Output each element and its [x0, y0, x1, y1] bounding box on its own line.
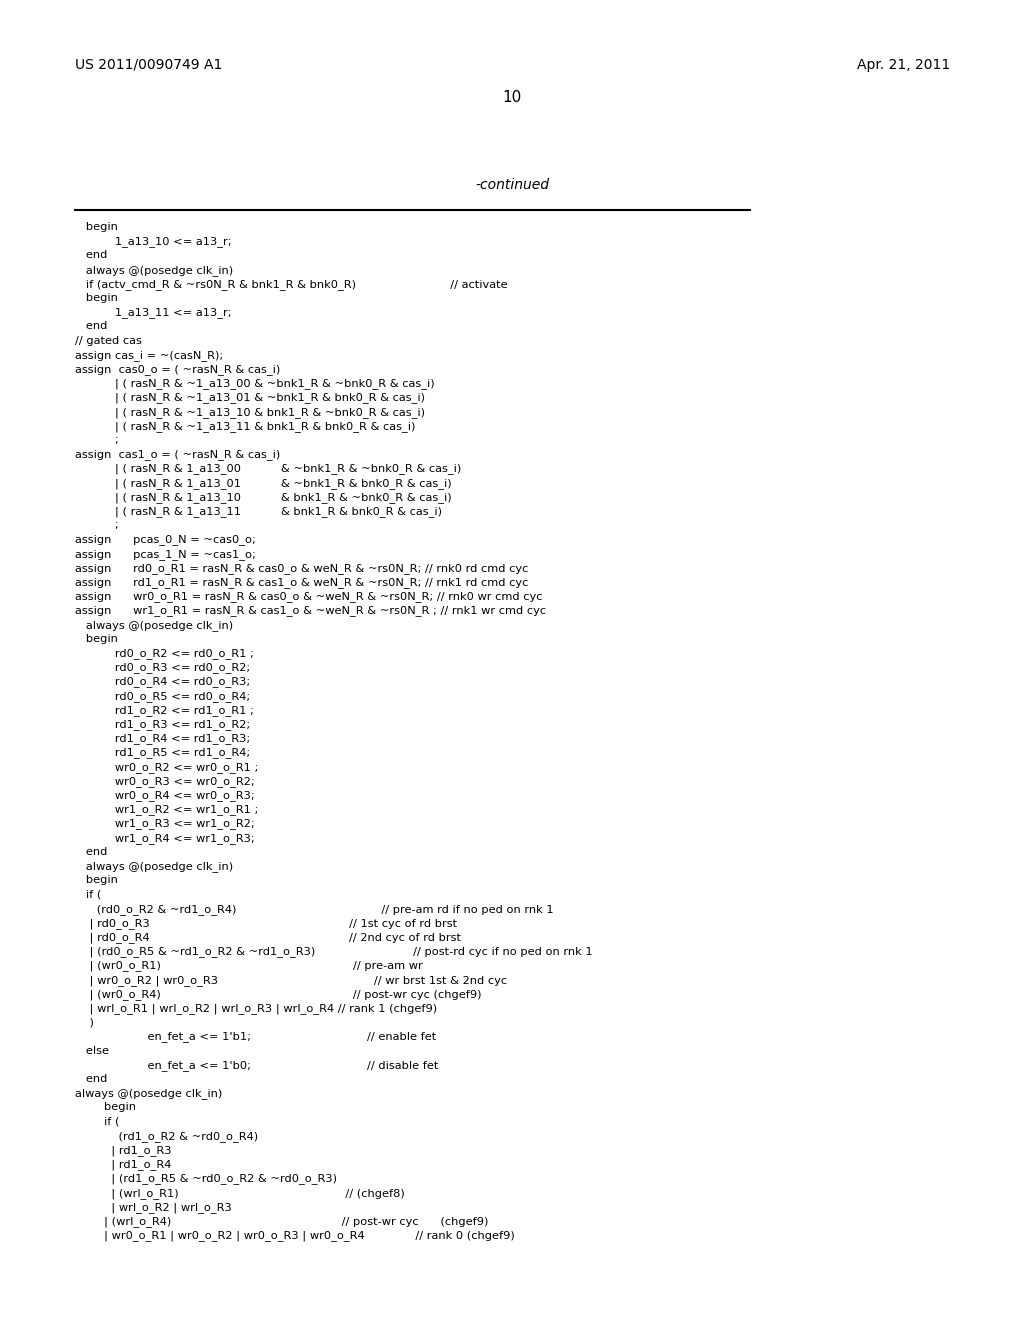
Text: wr1_o_R2 <= wr1_o_R1 ;: wr1_o_R2 <= wr1_o_R1 ; [75, 804, 258, 816]
Text: wr0_o_R3 <= wr0_o_R2;: wr0_o_R3 <= wr0_o_R2; [75, 776, 255, 787]
Text: | wrl_o_R1 | wrl_o_R2 | wrl_o_R3 | wrl_o_R4 // rank 1 (chgef9): | wrl_o_R1 | wrl_o_R2 | wrl_o_R3 | wrl_o… [75, 1003, 437, 1014]
Text: 10: 10 [503, 90, 521, 106]
Text: | ( rasN_R & 1_a13_10           & bnk1_R & ~bnk0_R & cas_i): | ( rasN_R & 1_a13_10 & bnk1_R & ~bnk0_R… [75, 492, 452, 503]
Text: US 2011/0090749 A1: US 2011/0090749 A1 [75, 58, 222, 73]
Text: | ( rasN_R & 1_a13_01           & ~bnk1_R & bnk0_R & cas_i): | ( rasN_R & 1_a13_01 & ~bnk1_R & bnk0_R… [75, 478, 452, 488]
Text: | ( rasN_R & ~1_a13_11 & bnk1_R & bnk0_R & cas_i): | ( rasN_R & ~1_a13_11 & bnk1_R & bnk0_R… [75, 421, 416, 432]
Text: | rd0_o_R4                                                       // 2nd cyc of r: | rd0_o_R4 // 2nd cyc of r [75, 932, 461, 942]
Text: assign  cas0_o = ( ~rasN_R & cas_i): assign cas0_o = ( ~rasN_R & cas_i) [75, 364, 281, 375]
Text: en_fet_a <= 1'b0;                                // disable fet: en_fet_a <= 1'b0; // disable fet [75, 1060, 438, 1071]
Text: assign      rd0_o_R1 = rasN_R & cas0_o & weN_R & ~rs0N_R; // rnk0 rd cmd cyc: assign rd0_o_R1 = rasN_R & cas0_o & weN_… [75, 562, 528, 574]
Text: if (: if ( [75, 1117, 120, 1126]
Text: assign  cas1_o = ( ~rasN_R & cas_i): assign cas1_o = ( ~rasN_R & cas_i) [75, 449, 281, 461]
Text: begin: begin [75, 634, 118, 644]
Text: // gated cas: // gated cas [75, 335, 142, 346]
Text: assign      pcas_1_N = ~cas1_o;: assign pcas_1_N = ~cas1_o; [75, 549, 256, 560]
Text: | ( rasN_R & ~1_a13_00 & ~bnk1_R & ~bnk0_R & cas_i): | ( rasN_R & ~1_a13_00 & ~bnk1_R & ~bnk0… [75, 379, 434, 389]
Text: | ( rasN_R & 1_a13_00           & ~bnk1_R & ~bnk0_R & cas_i): | ( rasN_R & 1_a13_00 & ~bnk1_R & ~bnk0_… [75, 463, 461, 474]
Text: (rd0_o_R2 & ~rd1_o_R4)                                        // pre-am rd if no: (rd0_o_R2 & ~rd1_o_R4) // pre-am rd if n… [75, 904, 554, 915]
Text: | (rd0_o_R5 & ~rd1_o_R2 & ~rd1_o_R3)                           // post-rd cyc if: | (rd0_o_R5 & ~rd1_o_R2 & ~rd1_o_R3) // … [75, 946, 593, 957]
Text: | wrl_o_R2 | wrl_o_R3: | wrl_o_R2 | wrl_o_R3 [75, 1201, 231, 1213]
Text: 1_a13_11 <= a13_r;: 1_a13_11 <= a13_r; [75, 308, 231, 318]
Text: | rd0_o_R3                                                       // 1st cyc of r: | rd0_o_R3 // 1st cyc of r [75, 917, 457, 929]
Text: rd0_o_R4 <= rd0_o_R3;: rd0_o_R4 <= rd0_o_R3; [75, 676, 250, 688]
Text: | (rd1_o_R5 & ~rd0_o_R2 & ~rd0_o_R3): | (rd1_o_R5 & ~rd0_o_R2 & ~rd0_o_R3) [75, 1173, 337, 1184]
Text: | (wr0_o_R1)                                                     // pre-am wr: | (wr0_o_R1) // pre-am wr [75, 961, 423, 972]
Text: assign      rd1_o_R1 = rasN_R & cas1_o & weN_R & ~rs0N_R; // rnk1 rd cmd cyc: assign rd1_o_R1 = rasN_R & cas1_o & weN_… [75, 577, 528, 587]
Text: ): ) [75, 1018, 94, 1027]
Text: always @(posedge clk_in): always @(posedge clk_in) [75, 1088, 222, 1100]
Text: rd0_o_R3 <= rd0_o_R2;: rd0_o_R3 <= rd0_o_R2; [75, 663, 250, 673]
Text: | wr0_o_R2 | wr0_o_R3                                           // wr brst 1st &: | wr0_o_R2 | wr0_o_R3 // wr brst 1st & [75, 974, 507, 986]
Text: (rd1_o_R2 & ~rd0_o_R4): (rd1_o_R2 & ~rd0_o_R4) [75, 1131, 258, 1142]
Text: -continued: -continued [475, 178, 549, 191]
Text: assign      wr1_o_R1 = rasN_R & cas1_o & ~weN_R & ~rs0N_R ; // rnk1 wr cmd cyc: assign wr1_o_R1 = rasN_R & cas1_o & ~weN… [75, 606, 546, 616]
Text: | wr0_o_R1 | wr0_o_R2 | wr0_o_R3 | wr0_o_R4              // rank 0 (chgef9): | wr0_o_R1 | wr0_o_R2 | wr0_o_R3 | wr0_o… [75, 1230, 515, 1241]
Text: rd1_o_R2 <= rd1_o_R1 ;: rd1_o_R2 <= rd1_o_R1 ; [75, 705, 254, 715]
Text: assign      wr0_o_R1 = rasN_R & cas0_o & ~weN_R & ~rs0N_R; // rnk0 wr cmd cyc: assign wr0_o_R1 = rasN_R & cas0_o & ~weN… [75, 591, 543, 602]
Text: | (wrl_o_R1)                                              // (chgef8): | (wrl_o_R1) // (chgef8) [75, 1188, 404, 1199]
Text: rd1_o_R5 <= rd1_o_R4;: rd1_o_R5 <= rd1_o_R4; [75, 747, 250, 758]
Text: 1_a13_10 <= a13_r;: 1_a13_10 <= a13_r; [75, 236, 231, 247]
Text: end: end [75, 1074, 108, 1084]
Text: end: end [75, 847, 108, 857]
Text: Apr. 21, 2011: Apr. 21, 2011 [857, 58, 950, 73]
Text: begin: begin [75, 293, 118, 304]
Text: | ( rasN_R & 1_a13_11           & bnk1_R & bnk0_R & cas_i): | ( rasN_R & 1_a13_11 & bnk1_R & bnk0_R … [75, 506, 442, 517]
Text: assign      pcas_0_N = ~cas0_o;: assign pcas_0_N = ~cas0_o; [75, 535, 256, 545]
Text: always @(posedge clk_in): always @(posedge clk_in) [75, 861, 233, 873]
Text: rd1_o_R4 <= rd1_o_R3;: rd1_o_R4 <= rd1_o_R3; [75, 733, 250, 744]
Text: | ( rasN_R & ~1_a13_01 & ~bnk1_R & bnk0_R & cas_i): | ( rasN_R & ~1_a13_01 & ~bnk1_R & bnk0_… [75, 392, 425, 404]
Text: en_fet_a <= 1'b1;                                // enable fet: en_fet_a <= 1'b1; // enable fet [75, 1031, 436, 1043]
Text: rd0_o_R5 <= rd0_o_R4;: rd0_o_R5 <= rd0_o_R4; [75, 690, 250, 701]
Text: if (: if ( [75, 890, 101, 899]
Text: end: end [75, 321, 108, 331]
Text: wr1_o_R4 <= wr1_o_R3;: wr1_o_R4 <= wr1_o_R3; [75, 833, 255, 843]
Text: begin: begin [75, 1102, 136, 1113]
Text: ;: ; [75, 436, 119, 445]
Text: if (actv_cmd_R & ~rs0N_R & bnk1_R & bnk0_R)                          // activate: if (actv_cmd_R & ~rs0N_R & bnk1_R & bnk0… [75, 279, 508, 289]
Text: rd1_o_R3 <= rd1_o_R2;: rd1_o_R3 <= rd1_o_R2; [75, 719, 250, 730]
Text: end: end [75, 251, 108, 260]
Text: begin: begin [75, 222, 118, 232]
Text: else: else [75, 1045, 109, 1056]
Text: begin: begin [75, 875, 118, 886]
Text: wr0_o_R2 <= wr0_o_R1 ;: wr0_o_R2 <= wr0_o_R1 ; [75, 762, 258, 772]
Text: rd0_o_R2 <= rd0_o_R1 ;: rd0_o_R2 <= rd0_o_R1 ; [75, 648, 254, 659]
Text: | rd1_o_R3: | rd1_o_R3 [75, 1144, 171, 1156]
Text: assign cas_i = ~(casN_R);: assign cas_i = ~(casN_R); [75, 350, 223, 360]
Text: | (wrl_o_R4)                                               // post-wr cyc      (: | (wrl_o_R4) // post-wr cyc ( [75, 1216, 488, 1226]
Text: | (wr0_o_R4)                                                     // post-wr cyc : | (wr0_o_R4) // post-wr cyc [75, 989, 481, 999]
Text: wr0_o_R4 <= wr0_o_R3;: wr0_o_R4 <= wr0_o_R3; [75, 789, 255, 801]
Text: always @(posedge clk_in): always @(posedge clk_in) [75, 264, 233, 276]
Text: always @(posedge clk_in): always @(posedge clk_in) [75, 619, 233, 631]
Text: | ( rasN_R & ~1_a13_10 & bnk1_R & ~bnk0_R & cas_i): | ( rasN_R & ~1_a13_10 & bnk1_R & ~bnk0_… [75, 407, 425, 417]
Text: | rd1_o_R4: | rd1_o_R4 [75, 1159, 171, 1170]
Text: wr1_o_R3 <= wr1_o_R2;: wr1_o_R3 <= wr1_o_R2; [75, 818, 255, 829]
Text: ;: ; [75, 520, 119, 531]
